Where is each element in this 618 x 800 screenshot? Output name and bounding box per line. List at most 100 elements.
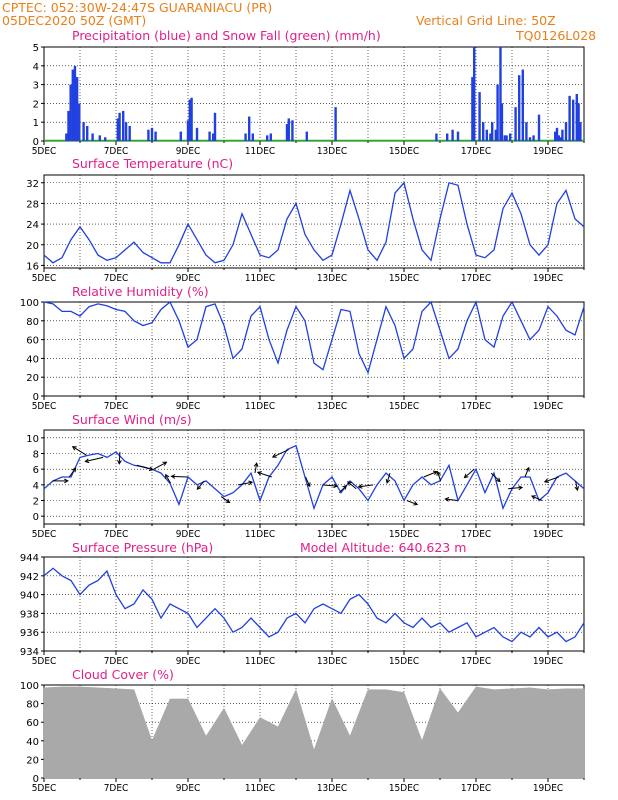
precip-bar	[532, 135, 535, 141]
wind-vector-head	[525, 466, 530, 472]
precip-bar	[561, 129, 564, 141]
precip-bar	[555, 127, 559, 141]
precip-bar	[116, 118, 119, 141]
y-tick-label: 0	[33, 137, 39, 148]
series-line	[43, 300, 585, 375]
wind-vector-head	[165, 473, 170, 479]
wind-vector	[490, 472, 501, 482]
wind-vector	[531, 495, 543, 501]
x-tick-label: 9DEC	[176, 783, 201, 794]
precip-bar	[568, 95, 571, 141]
y-tick-label: 20	[26, 373, 39, 384]
y-tick-label: 24	[26, 220, 39, 231]
precip-bar	[537, 114, 541, 141]
x-tick-label: 19DEC	[533, 529, 563, 540]
wind-vector	[445, 498, 458, 501]
wind-vector	[575, 480, 578, 491]
cloud-title: Cloud Cover (%)	[72, 667, 174, 682]
y-tick-label: 2	[33, 99, 39, 110]
x-tick-label: 15DEC	[389, 529, 419, 540]
y-tick-label: 6	[33, 465, 39, 476]
precip-bar	[478, 92, 481, 141]
y-tick-label: 934	[20, 647, 39, 658]
precip-bar	[503, 135, 506, 141]
precip-bar	[266, 135, 269, 141]
wind-vector	[322, 484, 338, 487]
precip-bar	[104, 137, 107, 141]
y-tick-label: 936	[20, 628, 39, 639]
precip-bar	[285, 124, 289, 141]
y-tick-label: 60	[26, 336, 39, 347]
precip-bar	[91, 133, 94, 141]
x-tick-label: 11DEC	[245, 656, 275, 667]
x-tick-label: 13DEC	[317, 273, 347, 284]
x-tick-label: 11DEC	[245, 783, 275, 794]
x-tick-label: 5DEC	[32, 146, 57, 157]
precip-bar	[154, 131, 157, 141]
precip-bar	[128, 125, 131, 141]
precip-bar	[521, 69, 524, 141]
wind-vector	[464, 468, 475, 479]
wind-vector	[171, 475, 188, 478]
precip-bar	[559, 137, 562, 141]
y-tick-label: 944	[20, 553, 39, 564]
precip-bar	[579, 122, 582, 141]
panel-frame	[43, 556, 585, 652]
precip-bar	[287, 118, 290, 141]
precip-bar	[505, 135, 508, 141]
precip-bar	[575, 94, 578, 141]
wind-vector-head	[444, 497, 450, 502]
pressure-title: Surface Pressure (hPa)	[72, 540, 213, 555]
x-tick-label: 7DEC	[104, 401, 129, 412]
wind-vector	[386, 472, 391, 484]
series-line	[43, 181, 585, 264]
wind-vector-head	[225, 498, 231, 504]
wind-vector-head	[463, 473, 469, 479]
wind-vector	[347, 481, 357, 490]
precip-bar	[67, 110, 70, 141]
precip-bar	[188, 99, 191, 141]
header-run-date: 05DEC2020 50Z (GMT)	[2, 13, 146, 28]
x-tick-label: 19DEC	[533, 656, 563, 667]
precip-bar	[71, 69, 74, 141]
x-tick-label: 7DEC	[104, 146, 129, 157]
wind-vector-head	[253, 462, 259, 468]
wind-vector	[68, 467, 76, 478]
wind-vector-head	[347, 481, 352, 486]
precip-bar	[82, 122, 85, 141]
wind-vector-head	[333, 483, 339, 489]
x-tick-label: 19DEC	[533, 273, 563, 284]
x-tick-label: 5DEC	[32, 656, 57, 667]
y-tick-label: 2	[33, 497, 39, 508]
wind-vector	[305, 476, 311, 487]
precip-bar	[75, 77, 79, 141]
header-grid-line: Vertical Grid Line: 50Z	[416, 13, 556, 28]
x-tick-label: 7DEC	[104, 529, 129, 540]
precip-bar	[244, 133, 247, 141]
precip-bar	[251, 133, 254, 141]
precip-bar	[248, 116, 251, 141]
x-tick-label: 11DEC	[245, 146, 275, 157]
wind-vector-head	[357, 484, 363, 489]
precip-bar	[489, 133, 492, 141]
y-tick-label: 100	[20, 298, 39, 309]
precip-bar	[147, 129, 150, 141]
precip-bar	[213, 112, 217, 141]
y-tick-label: 938	[20, 609, 39, 620]
y-tick-label: 5	[33, 43, 39, 54]
y-tick-label: 80	[26, 700, 39, 711]
precip-bar	[291, 120, 294, 141]
precip-bar	[499, 47, 502, 141]
wind-vector-head	[543, 478, 549, 483]
precip-bar	[485, 129, 488, 141]
y-tick-label: 80	[26, 317, 39, 328]
wind-vector-head	[256, 471, 262, 476]
wind-vector-head	[117, 460, 122, 465]
precip-bar	[518, 75, 521, 141]
wind-vector-head	[196, 485, 202, 490]
y-tick-label: 32	[26, 179, 39, 190]
y-tick-label: 40	[26, 737, 39, 748]
y-tick-label: 40	[26, 354, 39, 365]
rh-title: Relative Humidity (%)	[72, 284, 209, 299]
